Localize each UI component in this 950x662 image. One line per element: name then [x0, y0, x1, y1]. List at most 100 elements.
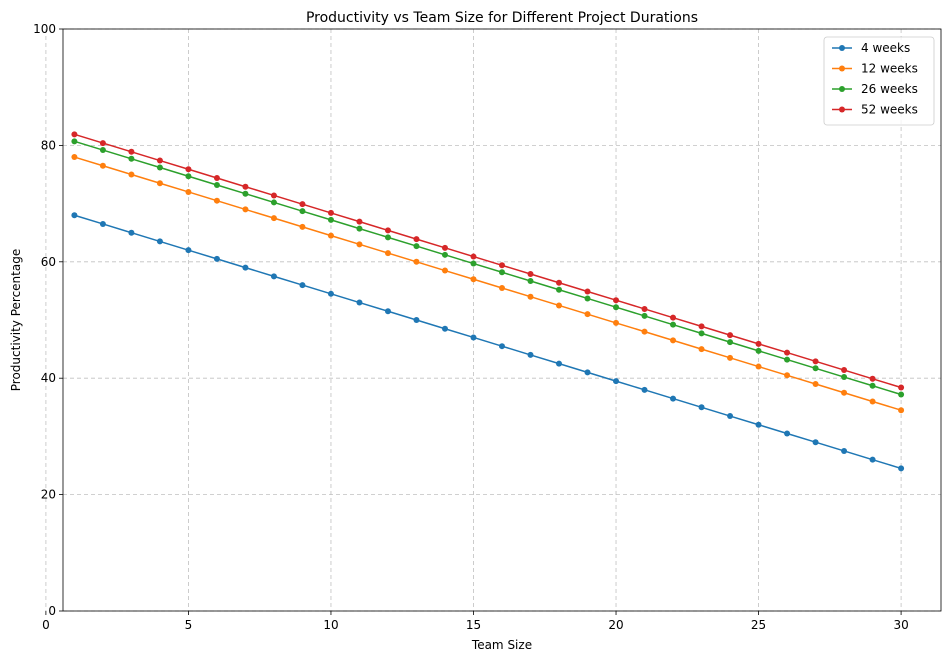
data-point — [755, 421, 762, 428]
legend-label: 52 weeks — [861, 103, 918, 117]
data-point — [727, 332, 734, 339]
data-point — [299, 282, 306, 289]
data-point — [869, 398, 876, 405]
data-point — [499, 269, 505, 276]
data-point — [898, 384, 905, 391]
data-point — [556, 302, 563, 309]
legend-swatch-marker — [839, 106, 845, 113]
data-point — [670, 337, 677, 344]
legend-box — [823, 36, 935, 126]
data-point — [527, 293, 534, 300]
data-point — [384, 308, 391, 315]
data-point — [299, 223, 306, 230]
data-point — [869, 382, 876, 389]
data-point — [213, 197, 220, 204]
data-point — [213, 174, 220, 181]
x-axis-label: Team Size — [471, 638, 532, 652]
data-point — [356, 218, 363, 225]
legend-item: 12 weeks — [832, 62, 918, 76]
data-point — [869, 456, 876, 463]
data-point — [470, 260, 477, 267]
data-point — [356, 299, 363, 306]
x-axis: 0 5 10 15 20 25 30 — [42, 611, 909, 632]
data-point — [128, 155, 135, 162]
y-axis: 0 20 40 60 80 100 — [33, 22, 63, 618]
data-point — [441, 267, 448, 274]
y-axis-label: Productivity Percentage — [9, 249, 23, 391]
data-point — [812, 439, 819, 446]
data-point — [470, 334, 477, 341]
data-point — [441, 244, 448, 251]
data-point — [727, 354, 734, 361]
data-point — [384, 234, 391, 241]
data-point — [784, 430, 791, 437]
data-point — [841, 374, 848, 381]
x-tick-label: 20 — [608, 618, 623, 632]
data-point — [613, 378, 620, 385]
data-point — [641, 386, 648, 393]
x-tick-label: 10 — [323, 618, 338, 632]
data-point — [156, 164, 163, 171]
grid — [45, 28, 941, 612]
legend-swatch-marker — [839, 45, 845, 51]
data-point — [242, 190, 249, 197]
y-tick-label: 100 — [33, 22, 56, 36]
data-point — [71, 131, 78, 138]
data-point — [270, 215, 277, 222]
data-point — [841, 447, 848, 454]
data-point — [499, 284, 505, 291]
data-point — [156, 157, 163, 164]
data-point — [128, 171, 135, 178]
data-point — [584, 288, 591, 295]
data-point — [156, 238, 163, 245]
legend-label: 4 weeks — [861, 41, 910, 55]
data-point — [641, 305, 648, 312]
data-point — [556, 279, 563, 286]
data-point — [584, 295, 591, 302]
data-point — [755, 363, 762, 370]
series-52-weeks — [71, 131, 905, 391]
data-point — [327, 216, 334, 223]
data-point — [584, 311, 591, 318]
data-point — [784, 372, 791, 379]
data-point — [898, 465, 905, 472]
series-group — [71, 131, 905, 472]
data-point — [527, 351, 534, 358]
legend-label: 26 weeks — [861, 82, 918, 96]
data-point — [698, 323, 705, 330]
x-tick-label: 0 — [42, 618, 50, 632]
legend-item: 4 weeks — [832, 41, 910, 55]
data-point — [71, 154, 78, 161]
data-point — [755, 340, 762, 347]
x-tick-label: 30 — [893, 618, 908, 632]
data-point — [641, 312, 648, 319]
data-point — [270, 199, 277, 206]
data-point — [270, 192, 277, 199]
data-point — [299, 208, 306, 215]
x-tick-label: 15 — [466, 618, 481, 632]
data-point — [242, 183, 249, 190]
legend: 4 weeks 12 weeks 26 weeks 52 weeks — [823, 36, 935, 126]
data-point — [470, 276, 477, 283]
data-point — [185, 166, 192, 173]
data-point — [698, 346, 705, 353]
legend-item: 52 weeks — [832, 103, 918, 117]
data-point — [185, 188, 192, 195]
legend-item: 26 weeks — [832, 82, 918, 96]
data-point — [413, 236, 420, 243]
y-tick-label: 60 — [41, 255, 56, 269]
data-point — [71, 212, 78, 219]
data-point — [556, 286, 563, 293]
data-point — [727, 339, 734, 346]
data-point — [613, 304, 620, 311]
data-point — [99, 140, 106, 147]
data-point — [670, 314, 677, 321]
data-point — [698, 404, 705, 411]
data-point — [841, 367, 848, 374]
data-point — [384, 250, 391, 257]
data-point — [812, 358, 819, 365]
series-12-weeks — [71, 154, 905, 414]
data-point — [898, 391, 905, 398]
y-tick-label: 0 — [48, 604, 56, 618]
